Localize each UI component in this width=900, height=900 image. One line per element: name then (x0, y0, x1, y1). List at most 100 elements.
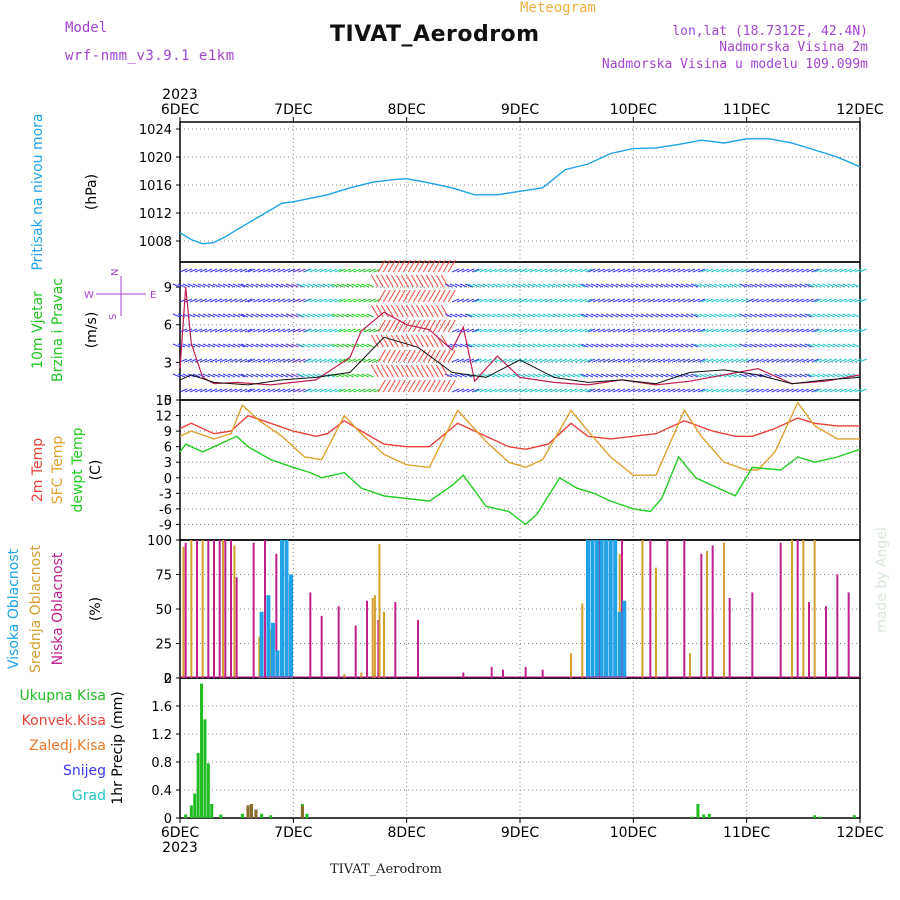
wind-barb (422, 319, 431, 333)
wind-barb (489, 268, 497, 273)
pressure-ylabel: Pritisak na nivou mora (30, 113, 46, 270)
cloud-bar (502, 669, 504, 678)
cloud-bar (541, 669, 544, 678)
wind-barb (234, 358, 243, 363)
compass-w: W (84, 290, 94, 301)
wind-barb (706, 298, 714, 303)
wind-barb (537, 373, 546, 378)
cloud-bar (354, 625, 357, 678)
wind-barb (382, 349, 391, 363)
wind-barb (247, 298, 256, 303)
wind-barb (517, 313, 526, 318)
wind-barb (739, 283, 747, 288)
wind-barb (844, 358, 852, 363)
wind-barb (346, 313, 354, 318)
wind-barb (172, 343, 181, 348)
wind-barb (645, 313, 654, 318)
wind-barb (796, 358, 804, 363)
cloud-bar (233, 545, 236, 678)
wind-barb (694, 283, 702, 288)
wind-barb (721, 358, 729, 363)
wind-barb (234, 268, 243, 273)
y-tick-label: 6 (164, 441, 172, 456)
wind-barb (771, 328, 779, 333)
wind-barb (430, 364, 439, 378)
wind-barb (265, 373, 274, 378)
wind-barb (827, 313, 835, 318)
wind-barb (395, 364, 404, 378)
wind-barb (454, 283, 463, 288)
wind-barb (670, 343, 679, 348)
wind-barb (837, 373, 845, 378)
wind-barb (617, 358, 626, 363)
wind-barb (522, 343, 531, 348)
wind-barb (397, 349, 406, 363)
wind-barb (422, 349, 431, 363)
wind-barb (338, 298, 346, 303)
wind-barb (227, 313, 236, 318)
wind-barb (597, 268, 606, 273)
temp-2m-label: 2m Temp (30, 438, 46, 502)
wind-barb (522, 313, 531, 318)
wind-barb (567, 283, 576, 288)
wind-barb (504, 358, 512, 363)
wind-barb (250, 283, 259, 288)
y-tick-label: -6 (159, 503, 172, 518)
wind-barb (652, 328, 661, 333)
wind-barb (402, 319, 411, 333)
wind-barb (479, 328, 487, 333)
wind-barb (829, 388, 837, 393)
x-tick-label-top: 9DEC (501, 102, 540, 118)
wind-barb (366, 283, 374, 288)
wind-barb (549, 358, 558, 363)
wind-gust-line (179, 336, 861, 386)
wind-barb (590, 313, 599, 318)
wind-barb (245, 373, 254, 378)
wind-barb (204, 298, 213, 303)
wind-barb (405, 364, 414, 378)
precip-legend-item: Snijeg (63, 763, 106, 779)
wind-barb (607, 388, 616, 393)
wind-barb (844, 268, 852, 273)
wind-barb (731, 358, 739, 363)
wind-barb (817, 283, 825, 288)
wind-barb (217, 313, 226, 318)
precip-bar (206, 763, 210, 818)
wind-barb (425, 334, 434, 348)
wind-barb (811, 268, 819, 273)
wind-barb (361, 283, 369, 288)
x-tick-label-top: 12DEC (836, 102, 883, 118)
wind-barb (834, 388, 842, 393)
wind-barb (222, 283, 231, 288)
wind-barb (217, 343, 226, 348)
wind-barb (415, 274, 424, 288)
wind-barb (692, 298, 701, 303)
wind-barb (711, 358, 719, 363)
cloud-bar (196, 540, 198, 678)
wind-barb (807, 343, 815, 348)
wind-barb (302, 343, 310, 348)
wind-barb (699, 373, 707, 378)
x-tick-label-bottom: 10DEC (610, 825, 657, 841)
wind-barb (539, 328, 548, 333)
wind-barb (297, 373, 305, 378)
cloud-bar (284, 540, 289, 678)
cloud-bar (655, 567, 657, 678)
wind-barb (859, 328, 867, 333)
wind-barb (214, 268, 223, 273)
precip-bar (219, 814, 223, 818)
wind-barb (590, 283, 599, 288)
wind-barb (704, 313, 712, 318)
y-tick-label: 3 (164, 356, 172, 371)
wind-barb (779, 343, 787, 348)
precip-ylabel: 1hr Precip (mm) (110, 691, 126, 804)
wind-barb (319, 328, 327, 333)
wind-barb (625, 313, 634, 318)
wind-barb (832, 283, 840, 288)
wind-barb (716, 268, 724, 273)
wind-barb (527, 283, 536, 288)
wind-barb (461, 388, 470, 393)
wind-barb (348, 328, 356, 333)
wind-barb (464, 343, 473, 348)
wind-barb (709, 343, 717, 348)
